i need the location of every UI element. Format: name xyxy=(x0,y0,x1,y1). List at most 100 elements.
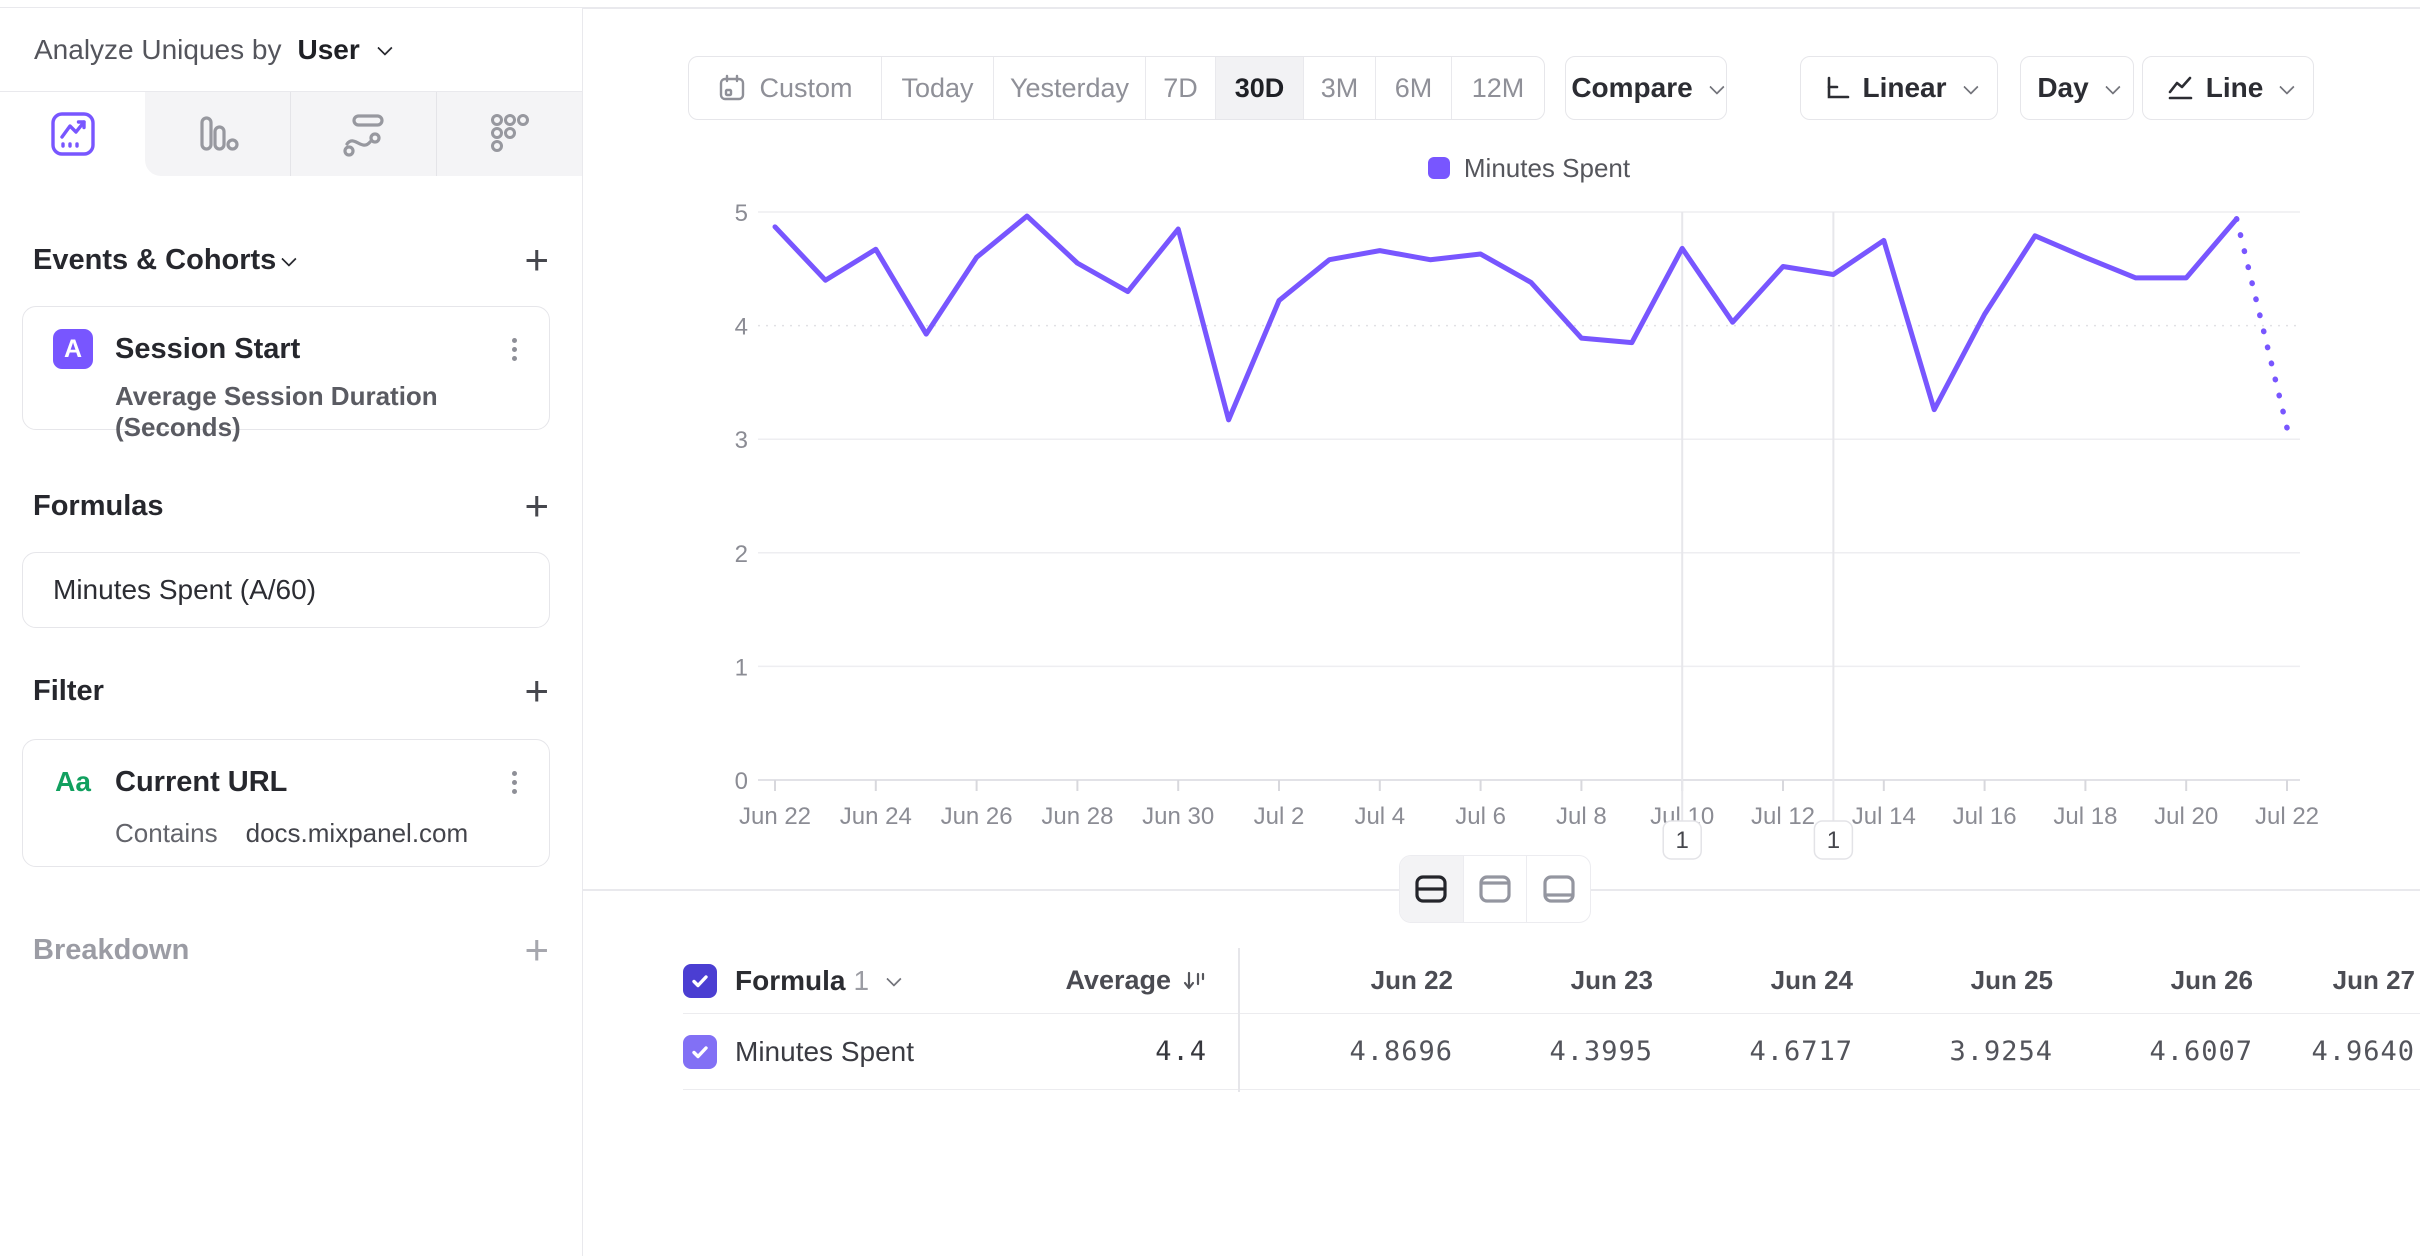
y-axis-label: 0 xyxy=(735,768,748,795)
annotation-badge[interactable] xyxy=(1813,820,1854,860)
view-toggle-chart[interactable] xyxy=(1462,856,1527,922)
report-main: Custom Today Yesterday 7D 30D 3M 6M 12M … xyxy=(583,8,2420,1256)
formula-text[interactable]: Minutes Spent (A/60) xyxy=(53,574,317,605)
filter-label: Filter xyxy=(33,674,104,707)
cell-value: 4.9640 xyxy=(2311,1036,2415,1067)
bar-chart-icon xyxy=(199,116,239,151)
range-3m[interactable]: 3M xyxy=(1303,57,1375,119)
tab-metrics[interactable] xyxy=(436,92,582,176)
top-panel-view-icon xyxy=(1479,875,1511,903)
x-axis-label: Jul 4 xyxy=(1354,803,1405,830)
flow-icon xyxy=(342,114,384,157)
filter-operator[interactable]: Contains xyxy=(115,818,218,848)
linear-axis-icon xyxy=(1828,76,1850,99)
legend-label[interactable]: Minutes Spent xyxy=(1463,152,1631,183)
tab-insights[interactable] xyxy=(0,92,145,176)
view-toggle-table[interactable] xyxy=(1526,856,1590,922)
view-toggle-split[interactable] xyxy=(1400,856,1463,922)
y-axis-label: 1 xyxy=(735,654,748,681)
y-axis-label: 4 xyxy=(735,314,748,341)
add-breakdown-button[interactable]: + xyxy=(524,926,549,974)
date-column-header[interactable]: Jun 22 xyxy=(1370,965,1453,995)
top-border xyxy=(0,7,2420,9)
x-axis-label: Jul 16 xyxy=(1953,803,2017,830)
table-row: Minutes Spent 4.4 4.8696 4.3995 4.6717 3… xyxy=(683,1014,2420,1090)
x-axis-label: Jul 8 xyxy=(1556,803,1607,830)
query-sidebar: Analyze Uniques by User xyxy=(0,8,583,1256)
add-formula-button[interactable]: + xyxy=(524,482,549,530)
bottom-panel-view-icon xyxy=(1543,875,1575,903)
series-line[interactable] xyxy=(772,213,2240,423)
sort-icon xyxy=(1183,971,1205,989)
line-chart[interactable]: 0 1 2 3 4 5 Jun 22 Jun 24 Jun 26 Jun 28 Jun 30 Jul … xyxy=(583,8,2420,1256)
x-axis-label: Jul 2 xyxy=(1254,803,1305,830)
cell-value: 4.8696 xyxy=(1349,1036,1453,1067)
series-name[interactable]: Minutes Spent xyxy=(735,1035,914,1067)
add-event-button[interactable]: + xyxy=(524,236,549,284)
cell-value: 4.3995 xyxy=(1549,1036,1653,1067)
check-icon xyxy=(692,974,708,987)
x-axis-label: Jul 12 xyxy=(1751,803,1815,830)
event-metric[interactable]: Average Session Duration (Seconds) xyxy=(115,381,438,442)
annotation-count: 1 xyxy=(1827,827,1840,854)
line-chart-icon xyxy=(50,112,95,156)
view-toggle-group xyxy=(1399,855,1591,923)
chevron-down-icon xyxy=(886,971,902,987)
range-yesterday[interactable]: Yesterday xyxy=(993,57,1145,119)
range-custom[interactable]: Custom xyxy=(689,57,881,119)
formula-card[interactable]: Minutes Spent (A/60) xyxy=(22,552,550,628)
event-menu-button[interactable] xyxy=(506,332,523,367)
legend-swatch xyxy=(1427,157,1450,179)
chevron-down-icon[interactable] xyxy=(281,250,298,267)
cell-value: 4.6007 xyxy=(2149,1036,2253,1067)
date-column-header[interactable]: Jun 26 xyxy=(2170,965,2253,995)
range-30d[interactable]: 30D xyxy=(1215,57,1303,119)
breakdown-label: Breakdown xyxy=(33,933,190,966)
date-column-header[interactable]: Jun 24 xyxy=(1770,965,1853,995)
chart-legend: Minutes Spent xyxy=(758,150,2300,186)
granularity-dropdown[interactable]: Day xyxy=(2020,56,2134,120)
range-6m[interactable]: 6M xyxy=(1375,57,1451,119)
filter-menu-button[interactable] xyxy=(506,765,523,800)
scale-dropdown[interactable]: Linear xyxy=(1800,56,1998,120)
average-column-header[interactable]: Average xyxy=(1000,965,1233,996)
annotation-count: 1 xyxy=(1676,827,1689,854)
event-title[interactable]: Session Start xyxy=(115,332,301,365)
check-icon xyxy=(692,1045,708,1058)
x-axis-label: Jun 28 xyxy=(1041,803,1113,830)
calendar-icon xyxy=(720,74,745,101)
formula-group-dropdown[interactable]: Formula 1 xyxy=(735,964,870,996)
filter-card[interactable]: Aa Current URL Contains docs.mixpanel.co… xyxy=(22,739,550,867)
tab-bar-chart[interactable] xyxy=(145,92,290,176)
split-view-icon xyxy=(1415,875,1447,903)
tab-flow[interactable] xyxy=(290,92,436,176)
x-axis-label: Jul 22 xyxy=(2255,803,2319,830)
annotation-badge[interactable] xyxy=(1662,820,1702,860)
series-checkbox[interactable] xyxy=(683,1034,717,1069)
range-7d[interactable]: 7D xyxy=(1145,57,1215,119)
cell-value: 3.9254 xyxy=(1949,1036,2053,1067)
range-12m[interactable]: 12M xyxy=(1451,57,1544,119)
y-axis-label: 3 xyxy=(735,427,748,454)
series-line-incomplete[interactable] xyxy=(2233,216,2290,431)
x-axis-label: Jun 24 xyxy=(840,803,912,830)
filter-value[interactable]: docs.mixpanel.com xyxy=(245,818,469,848)
select-all-checkbox[interactable] xyxy=(683,963,717,998)
compare-button[interactable]: Compare xyxy=(1565,56,1727,120)
table-column-divider xyxy=(1238,948,1240,1092)
metrics-grid-icon xyxy=(490,114,529,152)
y-axis-label: 2 xyxy=(735,541,748,568)
date-column-header[interactable]: Jun 25 xyxy=(1970,965,2053,995)
event-card[interactable]: A Session Start Average Session Duration… xyxy=(22,306,550,442)
add-filter-button[interactable]: + xyxy=(524,667,549,715)
date-column-header[interactable]: Jun 27 xyxy=(2332,965,2415,995)
filter-property[interactable]: Current URL xyxy=(115,765,288,798)
events-cohorts-label: Events & Cohorts xyxy=(33,243,277,276)
x-axis-label: Jun 30 xyxy=(1142,803,1214,830)
range-today[interactable]: Today xyxy=(881,57,993,119)
y-axis-label: 5 xyxy=(735,200,748,227)
chart-type-dropdown[interactable]: Line xyxy=(2142,56,2314,120)
date-column-header[interactable]: Jun 23 xyxy=(1570,965,1653,995)
analyze-uniques-dropdown[interactable]: User xyxy=(297,33,360,65)
